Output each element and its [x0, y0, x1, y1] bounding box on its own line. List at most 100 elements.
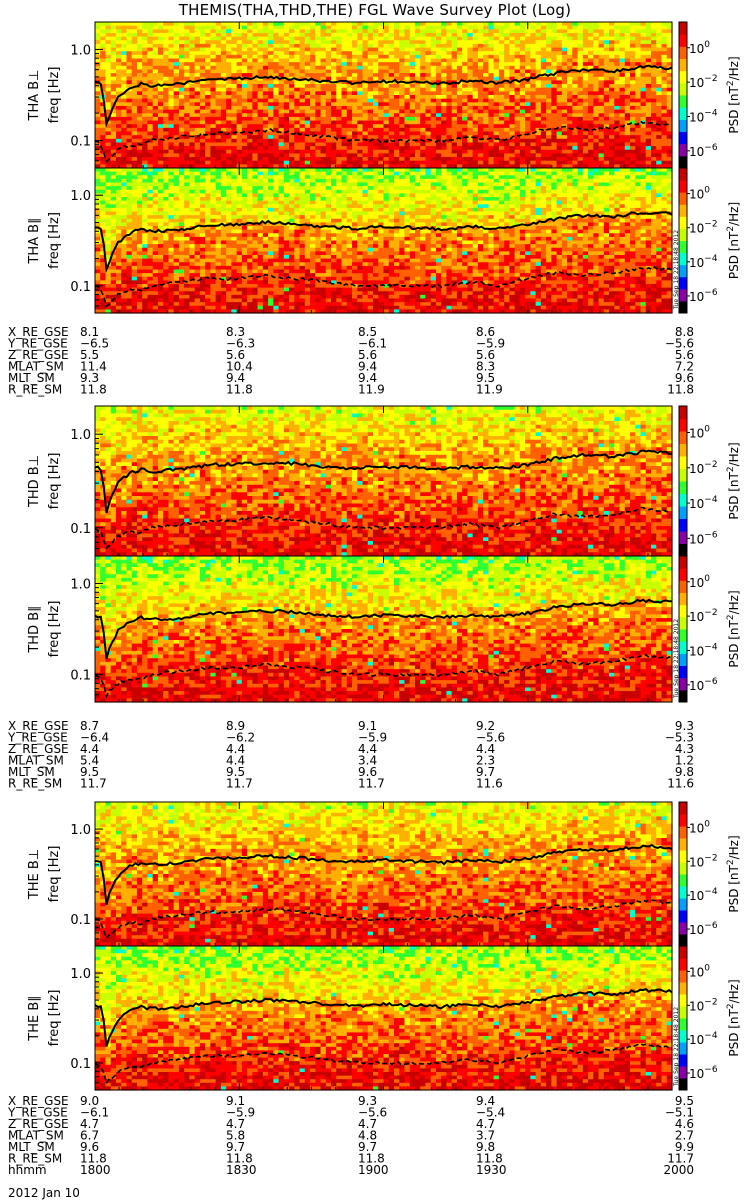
- heatmap-cell: [199, 43, 206, 49]
- heatmap-cell: [483, 135, 490, 140]
- heatmap-cell: [163, 146, 170, 151]
- heatmap-cell: [215, 164, 222, 169]
- heatmap-cell: [252, 69, 259, 74]
- heatmap-cell: [661, 153, 668, 158]
- heatmap-cell: [425, 54, 432, 60]
- heatmap-cell: [152, 65, 159, 71]
- heatmap-cell: [598, 160, 605, 165]
- heatmap-cell: [194, 157, 201, 162]
- heatmap-cell: [168, 87, 175, 92]
- heatmap-cell: [215, 124, 222, 129]
- heatmap-cell: [273, 102, 280, 107]
- heatmap-cell: [645, 25, 652, 30]
- heatmap-cell: [425, 149, 432, 154]
- heatmap-cell: [315, 32, 322, 38]
- heatmap-cell: [451, 73, 458, 78]
- heatmap-cell: [666, 29, 673, 34]
- heatmap-cell: [451, 95, 458, 100]
- heatmap-cell: [136, 247, 143, 252]
- heatmap-cell: [320, 142, 327, 147]
- heatmap-cell: [551, 131, 558, 136]
- heatmap-cell: [362, 36, 369, 41]
- heatmap-cell: [462, 54, 469, 60]
- heatmap-cell: [210, 157, 217, 162]
- heatmap-cell: [488, 69, 495, 74]
- heatmap-cell: [320, 98, 327, 103]
- heatmap-cell: [157, 284, 164, 289]
- heatmap-cell: [100, 29, 107, 34]
- heatmap-cell: [178, 69, 185, 74]
- heatmap-cell: [624, 80, 631, 85]
- heatmap-cell: [666, 149, 673, 154]
- heatmap-cell: [147, 87, 154, 92]
- heatmap-cell: [95, 36, 101, 41]
- heatmap-cell: [168, 32, 175, 38]
- heatmap-cell: [661, 146, 668, 151]
- heatmap-cell: [567, 40, 573, 45]
- heatmap-cell: [157, 149, 164, 154]
- heatmap-cell: [152, 87, 159, 92]
- heatmap-cell: [299, 25, 306, 30]
- heatmap-cell: [619, 65, 626, 71]
- heatmap-cell: [189, 116, 196, 122]
- heatmap-cell: [268, 95, 274, 100]
- heatmap-cell: [451, 25, 458, 30]
- heatmap-cell: [588, 29, 594, 34]
- heatmap-cell: [136, 51, 143, 56]
- heatmap-cell: [404, 105, 411, 111]
- heatmap-cell: [367, 153, 374, 158]
- heatmap-cell: [257, 65, 264, 71]
- heatmap-cell: [373, 29, 379, 34]
- heatmap-cell: [152, 76, 159, 81]
- heatmap-cell: [399, 124, 406, 129]
- heatmap-cell: [310, 142, 316, 147]
- heatmap-cell: [546, 54, 552, 60]
- heatmap-cell: [210, 105, 217, 111]
- heatmap-cell: [157, 113, 164, 118]
- heatmap-cell: [325, 120, 332, 125]
- heatmap-cell: [425, 127, 432, 133]
- heatmap-cell: [404, 22, 411, 27]
- heatmap-cell: [546, 109, 552, 114]
- heatmap-cell: [152, 32, 159, 38]
- heatmap-cell: [467, 113, 474, 118]
- heatmap-cell: [624, 164, 631, 169]
- heatmap-cell: [472, 73, 479, 78]
- heatmap-cell: [661, 109, 668, 114]
- heatmap-cell: [136, 171, 143, 176]
- heatmap-cell: [399, 32, 406, 38]
- heatmap-cell: [572, 32, 579, 38]
- heatmap-cell: [331, 116, 337, 122]
- heatmap-cell: [210, 146, 217, 151]
- heatmap-cell: [446, 36, 453, 41]
- heatmap-cell: [121, 229, 128, 234]
- heatmap-cell: [420, 76, 427, 81]
- heatmap-cell: [131, 218, 138, 223]
- heatmap-cell: [236, 62, 243, 67]
- heatmap-cell: [157, 211, 164, 216]
- heatmap-cell: [352, 116, 358, 122]
- heatmap-cell: [273, 105, 280, 111]
- heatmap-cell: [488, 47, 495, 52]
- heatmap-cell: [136, 233, 143, 238]
- heatmap-cell: [441, 131, 448, 136]
- heatmap-cell: [325, 58, 332, 63]
- heatmap-cell: [656, 47, 663, 52]
- heatmap-cell: [640, 124, 647, 129]
- heatmap-cell: [367, 73, 374, 78]
- heatmap-cell: [498, 40, 505, 45]
- heatmap-cell: [367, 127, 374, 133]
- heatmap-cell: [315, 120, 322, 125]
- heatmap-cell: [593, 65, 600, 71]
- heatmap-cell: [525, 54, 531, 60]
- heatmap-cell: [441, 124, 448, 129]
- heatmap-cell: [525, 135, 531, 140]
- heatmap-cell: [504, 142, 510, 147]
- heatmap-cell: [598, 135, 605, 140]
- heatmap-cell: [561, 131, 568, 136]
- heatmap-cell: [257, 40, 264, 45]
- heatmap-cell: [247, 69, 253, 74]
- heatmap-cell: [257, 84, 264, 89]
- heatmap-cell: [614, 116, 621, 122]
- heatmap-cell: [126, 95, 133, 100]
